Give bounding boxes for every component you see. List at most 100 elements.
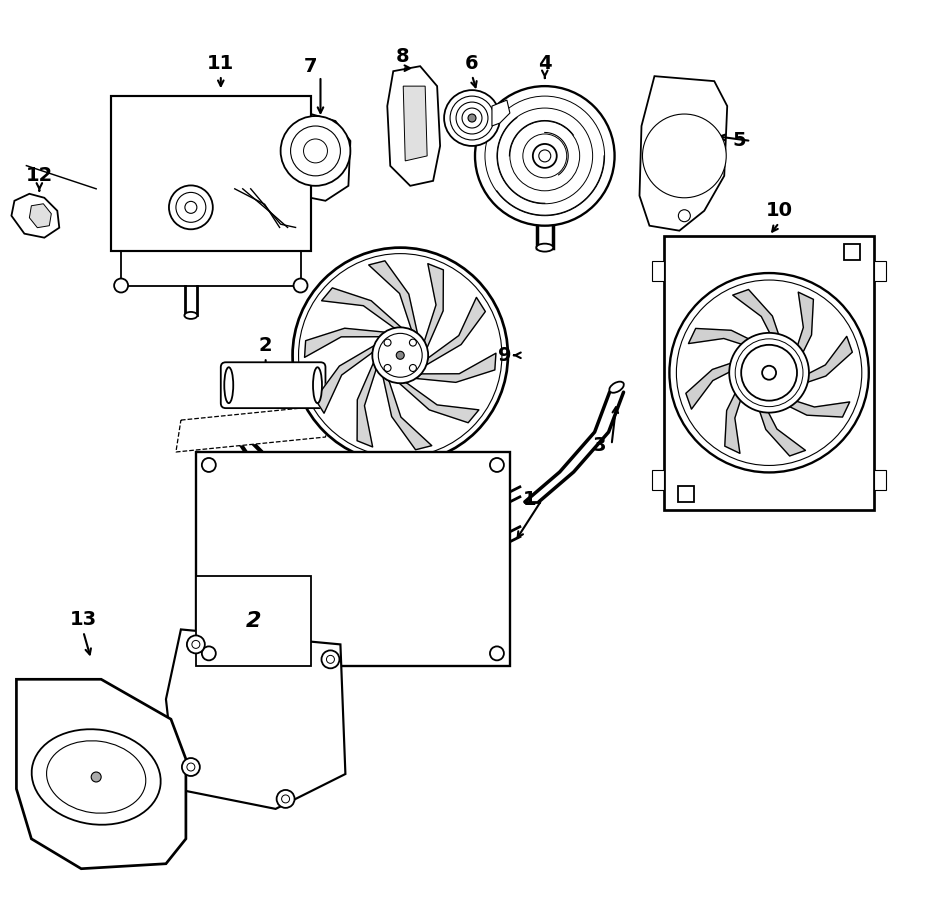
Bar — [664, 236, 874, 510]
Circle shape — [409, 365, 416, 371]
Circle shape — [292, 248, 508, 463]
Circle shape — [497, 108, 593, 204]
Circle shape — [169, 186, 213, 229]
Circle shape — [304, 139, 327, 163]
Circle shape — [372, 327, 428, 383]
Circle shape — [114, 278, 129, 293]
Polygon shape — [425, 264, 444, 348]
Circle shape — [290, 126, 341, 176]
Circle shape — [539, 150, 551, 162]
Circle shape — [669, 273, 869, 472]
Circle shape — [202, 646, 216, 660]
Circle shape — [409, 339, 416, 346]
Circle shape — [396, 351, 405, 359]
Polygon shape — [793, 336, 852, 387]
Circle shape — [735, 339, 803, 406]
Text: 2: 2 — [259, 336, 272, 355]
Circle shape — [468, 114, 476, 122]
Circle shape — [742, 345, 797, 401]
Bar — [111, 96, 310, 250]
Polygon shape — [383, 378, 432, 450]
Circle shape — [182, 758, 200, 776]
Circle shape — [679, 210, 690, 222]
Circle shape — [485, 96, 605, 215]
Bar — [196, 577, 310, 667]
Polygon shape — [322, 288, 401, 328]
Polygon shape — [776, 397, 850, 417]
Polygon shape — [305, 328, 385, 358]
Text: 3: 3 — [593, 435, 606, 454]
Text: 9: 9 — [498, 346, 511, 365]
Circle shape — [378, 333, 422, 378]
Circle shape — [187, 763, 195, 771]
Circle shape — [523, 134, 566, 177]
Polygon shape — [404, 86, 427, 161]
Polygon shape — [315, 346, 374, 414]
Ellipse shape — [225, 368, 233, 403]
Bar — [874, 470, 885, 490]
Polygon shape — [793, 292, 813, 366]
Text: 7: 7 — [304, 57, 317, 76]
Circle shape — [490, 646, 504, 660]
Circle shape — [327, 655, 334, 663]
Text: 1: 1 — [523, 490, 537, 509]
Bar — [652, 260, 664, 280]
Circle shape — [282, 795, 289, 803]
Circle shape — [533, 144, 557, 168]
Polygon shape — [685, 359, 745, 409]
Bar — [874, 260, 885, 280]
Polygon shape — [368, 260, 417, 333]
Circle shape — [475, 86, 615, 225]
Text: 8: 8 — [395, 47, 409, 66]
Polygon shape — [387, 66, 440, 186]
Circle shape — [456, 102, 488, 134]
Polygon shape — [166, 630, 346, 809]
Circle shape — [299, 253, 502, 457]
FancyBboxPatch shape — [221, 362, 326, 408]
Bar — [652, 470, 664, 490]
Circle shape — [444, 90, 500, 146]
Circle shape — [185, 201, 197, 214]
Circle shape — [281, 116, 350, 186]
Polygon shape — [724, 379, 744, 453]
Text: 10: 10 — [765, 201, 793, 220]
Circle shape — [643, 114, 726, 198]
Text: 6: 6 — [466, 54, 479, 73]
Text: 12: 12 — [26, 167, 53, 186]
Circle shape — [277, 790, 294, 808]
Text: 4: 4 — [538, 54, 551, 73]
Text: 11: 11 — [208, 54, 234, 73]
Circle shape — [384, 365, 391, 371]
Ellipse shape — [47, 741, 146, 814]
Polygon shape — [270, 111, 350, 201]
Polygon shape — [688, 329, 763, 349]
Circle shape — [490, 458, 504, 472]
Circle shape — [676, 280, 862, 466]
Circle shape — [729, 332, 809, 413]
Text: 13: 13 — [69, 610, 97, 629]
Circle shape — [293, 278, 307, 293]
Ellipse shape — [185, 312, 197, 319]
Polygon shape — [11, 194, 59, 238]
Circle shape — [187, 635, 205, 653]
Polygon shape — [399, 383, 479, 423]
Bar — [196, 452, 510, 667]
Polygon shape — [16, 679, 186, 869]
Text: 5: 5 — [732, 132, 746, 150]
Polygon shape — [492, 100, 510, 126]
Circle shape — [450, 96, 494, 140]
Ellipse shape — [313, 368, 322, 403]
Circle shape — [763, 366, 776, 379]
Circle shape — [510, 121, 580, 191]
Bar — [843, 243, 860, 259]
Polygon shape — [30, 204, 51, 228]
Circle shape — [202, 458, 216, 472]
Circle shape — [384, 339, 391, 346]
Polygon shape — [416, 353, 496, 382]
Polygon shape — [755, 396, 805, 456]
Polygon shape — [426, 297, 486, 365]
Circle shape — [176, 193, 206, 223]
Ellipse shape — [609, 382, 624, 393]
Polygon shape — [640, 77, 727, 231]
Circle shape — [322, 651, 340, 669]
